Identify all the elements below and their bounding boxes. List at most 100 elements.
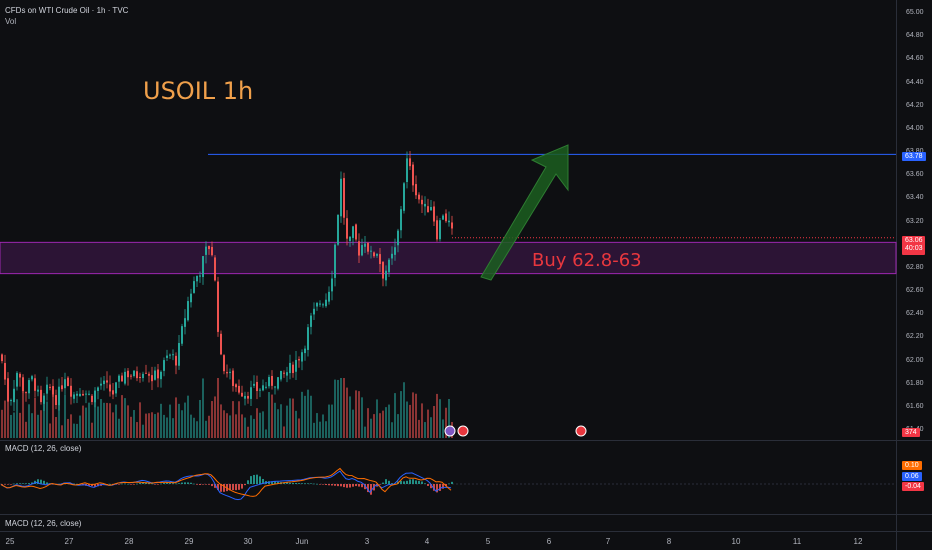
volume-bar <box>58 396 60 438</box>
volume-bar <box>226 413 228 438</box>
macd-histogram-bar <box>139 482 141 484</box>
last-price-tag: 63.06 40:03 <box>902 236 925 255</box>
volume-bar <box>259 412 261 438</box>
candle-body <box>34 378 36 391</box>
macd-histogram-bar <box>250 476 252 484</box>
volume-bar <box>112 412 114 438</box>
candle-body <box>415 184 417 196</box>
macd-histogram-bar <box>385 479 387 484</box>
x-tick-label: Jun <box>295 537 309 546</box>
volume-bar <box>355 390 357 438</box>
x-tick-label: 30 <box>243 537 253 546</box>
volume-bar <box>274 402 276 438</box>
volume-bar <box>436 393 438 438</box>
macd-histogram-bar <box>154 484 156 485</box>
candle-body <box>37 389 39 392</box>
candle-body <box>445 213 447 222</box>
volume-bar <box>250 415 252 438</box>
macd-histogram-bar <box>235 484 237 491</box>
candle-body <box>433 206 435 222</box>
volume-bar <box>121 395 123 438</box>
candle-body <box>367 243 369 252</box>
volume-bar <box>97 406 99 438</box>
volume-bar <box>232 401 234 438</box>
x-tick-label: 5 <box>485 537 491 546</box>
macd-histogram-bar <box>76 483 78 485</box>
macd-histogram-bar <box>232 484 234 491</box>
candle-body <box>232 370 234 386</box>
candle-body <box>109 384 111 392</box>
volume-bar <box>28 404 30 438</box>
candle-body <box>214 257 216 281</box>
candle-body <box>337 214 339 245</box>
macd-histogram-bar <box>430 484 432 489</box>
y-tick-label: 61.80 <box>906 379 924 387</box>
volume-bar <box>301 391 303 438</box>
volume-legend: Vol <box>5 17 17 26</box>
volume-bar <box>175 397 177 438</box>
macd-histogram-bar <box>370 484 372 495</box>
volume-bar <box>37 414 39 438</box>
candle-body <box>79 393 81 397</box>
candle-body <box>280 370 282 380</box>
up-arrow <box>480 144 569 281</box>
volume-bar <box>109 403 111 438</box>
volume-bar <box>442 419 444 438</box>
macd-histogram-bar <box>193 483 195 485</box>
macd-histogram-bar <box>184 482 186 484</box>
macd-histogram-bar <box>37 479 39 484</box>
candle-body <box>172 354 174 356</box>
buy-zone <box>0 241 897 275</box>
macd-histogram-bar <box>445 484 447 487</box>
y-tick-label: 63.20 <box>906 217 924 225</box>
macd-histogram-bar <box>253 474 255 484</box>
candle-body <box>400 209 402 231</box>
volume-bar <box>247 426 249 438</box>
macd-legend[interactable]: MACD (12, 26, close) <box>5 444 82 453</box>
macd-histogram-bar <box>22 483 24 484</box>
y-tick-label: 62.80 <box>906 263 924 271</box>
macd-histogram-bar <box>214 484 216 488</box>
candle-body <box>1 354 3 362</box>
symbol-title[interactable]: CFDs on WTI Crude Oil · 1h · TVC <box>5 6 129 15</box>
candle-body <box>88 393 90 395</box>
volume-bar <box>22 392 24 438</box>
macd-histogram-bar <box>127 483 129 485</box>
candle-body <box>379 254 381 265</box>
macd-histogram-bar <box>151 483 153 485</box>
volume-bar <box>70 414 72 438</box>
macd-histogram-bar <box>304 483 306 484</box>
candle-body <box>16 372 18 387</box>
candle-body <box>310 315 312 327</box>
y-tick-label: 64.80 <box>906 32 924 40</box>
volume-bar <box>46 401 48 438</box>
macd-histogram-bar <box>352 484 354 487</box>
macd-histogram-bar <box>355 484 357 487</box>
macd-histogram-bar <box>418 480 420 484</box>
volume-bar <box>1 409 3 438</box>
y-tick-label: 64.40 <box>906 78 924 86</box>
macd-histogram-bar <box>346 484 348 488</box>
candle-body <box>166 355 168 358</box>
candle-body <box>397 230 399 246</box>
macd-histogram-bar <box>439 484 441 491</box>
macd-histogram-bar <box>16 483 18 484</box>
macd-histogram-bar <box>298 483 300 484</box>
volume-bar <box>394 393 396 438</box>
volume-bar <box>406 401 408 438</box>
volume-bar <box>325 421 327 438</box>
volume-bar <box>286 405 288 438</box>
candle-body <box>346 218 348 239</box>
macd-histogram-bar <box>256 474 258 484</box>
volume-bar <box>142 424 144 438</box>
candle-body <box>154 370 156 380</box>
macd-histogram-bar <box>319 484 321 485</box>
macd-histogram-bar <box>229 484 231 491</box>
volume-bar <box>85 407 87 438</box>
macd-histogram-bar <box>163 483 165 484</box>
candle-body <box>193 281 195 293</box>
candle-body <box>226 372 228 374</box>
candle-body <box>277 377 279 389</box>
macd-legend-2[interactable]: MACD (12, 26, close) <box>5 519 82 528</box>
